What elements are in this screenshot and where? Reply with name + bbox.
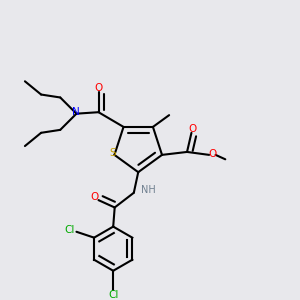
Text: Cl: Cl	[108, 290, 119, 300]
Text: N: N	[72, 107, 80, 117]
Text: S: S	[110, 148, 116, 158]
Text: NH: NH	[141, 185, 156, 195]
Text: O: O	[189, 124, 197, 134]
Text: O: O	[90, 192, 98, 202]
Text: Cl: Cl	[65, 225, 75, 235]
Text: O: O	[94, 83, 103, 93]
Text: O: O	[208, 149, 217, 159]
